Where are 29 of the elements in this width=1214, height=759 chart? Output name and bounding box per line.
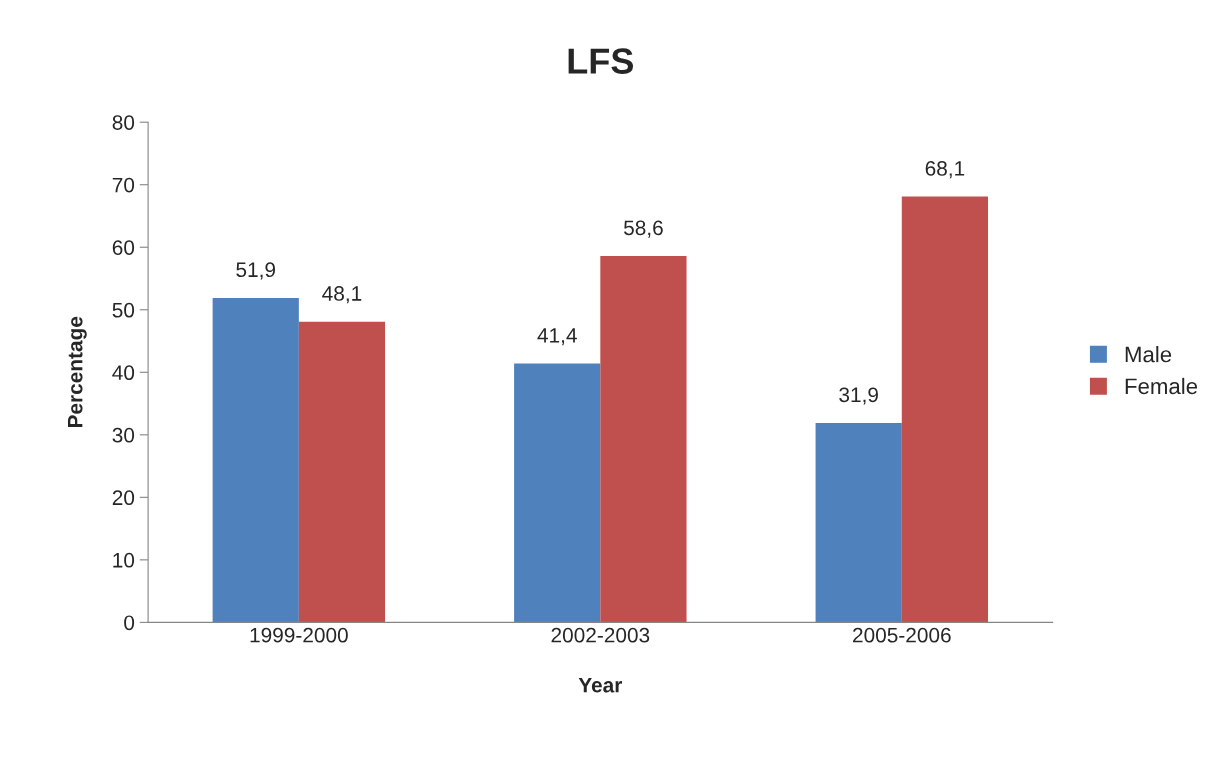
y-axis-title: Percentage bbox=[68, 316, 87, 428]
data-label: 31,9 bbox=[839, 387, 878, 405]
x-tick-label: 2005-2006 bbox=[853, 627, 951, 643]
bar bbox=[212, 297, 299, 623]
x-tick-label: 2002-2003 bbox=[551, 627, 650, 643]
x-axis-title: Year bbox=[578, 677, 623, 693]
data-label: 68,1 bbox=[925, 161, 965, 179]
bar bbox=[600, 256, 687, 623]
bar bbox=[514, 363, 601, 623]
bar bbox=[901, 196, 989, 623]
data-label: 58,6 bbox=[624, 220, 663, 238]
y-tick-label: 70 bbox=[112, 177, 135, 193]
y-tick-label: 0 bbox=[124, 615, 135, 631]
y-tick-label: 20 bbox=[112, 490, 135, 506]
data-label: 41,4 bbox=[537, 328, 577, 346]
bar bbox=[298, 321, 386, 623]
y-tick-label: 10 bbox=[113, 552, 135, 568]
y-tick-label: 30 bbox=[112, 427, 135, 443]
y-tick-label: 50 bbox=[112, 302, 135, 318]
data-label: 51,9 bbox=[236, 262, 276, 280]
legend-label: Female bbox=[1125, 377, 1198, 395]
y-tick-label: 80 bbox=[112, 115, 135, 130]
legend-label: Male bbox=[1125, 346, 1172, 363]
data-label: 48,1 bbox=[322, 286, 362, 304]
x-tick-label: 1999-2000 bbox=[250, 627, 348, 643]
bar bbox=[815, 422, 902, 623]
y-tick-label: 40 bbox=[112, 365, 135, 381]
chart-title: LFS bbox=[568, 48, 634, 74]
y-tick-label: 60 bbox=[112, 240, 135, 255]
